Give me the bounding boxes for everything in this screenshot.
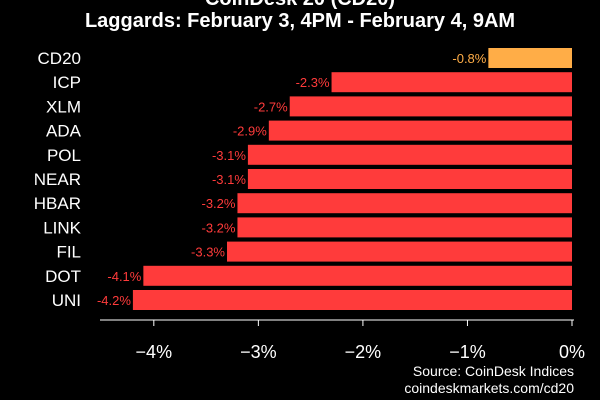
value-label-cd20: -0.8% [452,51,486,66]
value-label-hbar: -3.2% [201,196,235,211]
value-label-link: -3.2% [201,220,235,235]
value-label-fil: -3.3% [191,245,225,260]
category-label-fil: FIL [56,243,81,262]
chart-subtitle: Laggards: February 3, 4PM - February 4, … [84,10,516,32]
chart-title: CoinDesk 20 (CD20) [0,0,600,11]
bar-pol [247,144,572,165]
source-url: coindeskmarkets.com/cd20 [404,380,574,396]
value-label-ada: -2.9% [233,124,267,139]
category-label-hbar: HBAR [34,194,81,213]
value-label-dot: -4.1% [107,269,141,284]
bar-ada [268,120,572,141]
category-label-dot: DOT [45,267,81,286]
x-tick-label-4: 0% [559,342,585,362]
value-label-pol: -3.1% [212,148,246,163]
category-label-ada: ADA [46,122,82,141]
category-label-pol: POL [47,146,81,165]
bar-uni [132,290,572,310]
bar-link [237,217,573,238]
value-label-icp: -2.3% [296,75,330,90]
source-note: Source: CoinDesk Indices [412,363,574,379]
value-label-xlm: -2.7% [254,99,288,114]
category-label-xlm: XLM [46,97,81,116]
category-label-link: LINK [43,218,81,237]
category-label-cd20: CD20 [38,49,81,68]
bar-xlm [289,96,572,117]
bar-near [247,169,572,189]
x-tick-label-0: −4% [136,342,173,362]
bar-cd20 [488,48,572,68]
category-label-uni: UNI [52,291,81,310]
category-label-icp: ICP [53,73,81,92]
x-tick-label-2: −2% [345,342,382,362]
value-label-near: -3.1% [212,172,246,187]
bar-dot [143,265,572,286]
category-label-near: NEAR [34,170,81,189]
bar-icp [331,72,572,93]
x-tick-label-3: −1% [449,342,486,362]
bar-hbar [237,193,573,214]
bar-fil [227,241,572,262]
x-tick-label-1: −3% [240,342,277,362]
value-label-uni: -4.2% [97,293,131,308]
